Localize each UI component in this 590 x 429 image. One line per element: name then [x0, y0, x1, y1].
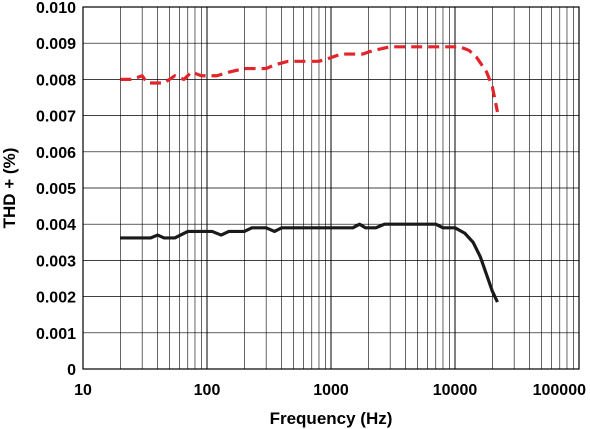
series-group — [120, 45, 500, 303]
y-tick-label: 0.009 — [36, 36, 76, 53]
x-tick-labels: 10 100 1000 10000 100000 — [74, 382, 586, 399]
plot-frame — [82, 6, 580, 370]
series-line-dashed-red — [120, 45, 500, 113]
y-tick-label: 0.004 — [36, 217, 76, 234]
x-tick-label: 1000 — [313, 382, 349, 399]
x-tick-label: 10 — [74, 382, 92, 399]
y-tick-label: 0.001 — [36, 326, 76, 343]
y-tick-label: 0.005 — [36, 181, 76, 198]
y-tick-label: 0.007 — [36, 109, 76, 126]
grid — [83, 7, 579, 369]
x-axis-label: Frequency (Hz) — [270, 409, 393, 428]
y-axis-label: THD + (%) — [0, 148, 19, 229]
y-tick-label: 0 — [67, 362, 76, 379]
y-tick-labels: 0 0.001 0.002 0.003 0.004 0.005 0.006 0.007 0.00… — [36, 0, 76, 379]
y-tick-label: 0.010 — [36, 0, 76, 17]
y-tick-label: 0.008 — [36, 72, 76, 89]
x-tick-label: 100 — [194, 382, 221, 399]
y-tick-label: 0.003 — [36, 253, 76, 270]
y-tick-label: 0.002 — [36, 290, 76, 307]
y-tick-label: 0.006 — [36, 145, 76, 162]
series-line-solid-black — [120, 222, 499, 303]
x-tick-label: 100000 — [533, 382, 586, 399]
x-tick-label: 10000 — [433, 382, 478, 399]
